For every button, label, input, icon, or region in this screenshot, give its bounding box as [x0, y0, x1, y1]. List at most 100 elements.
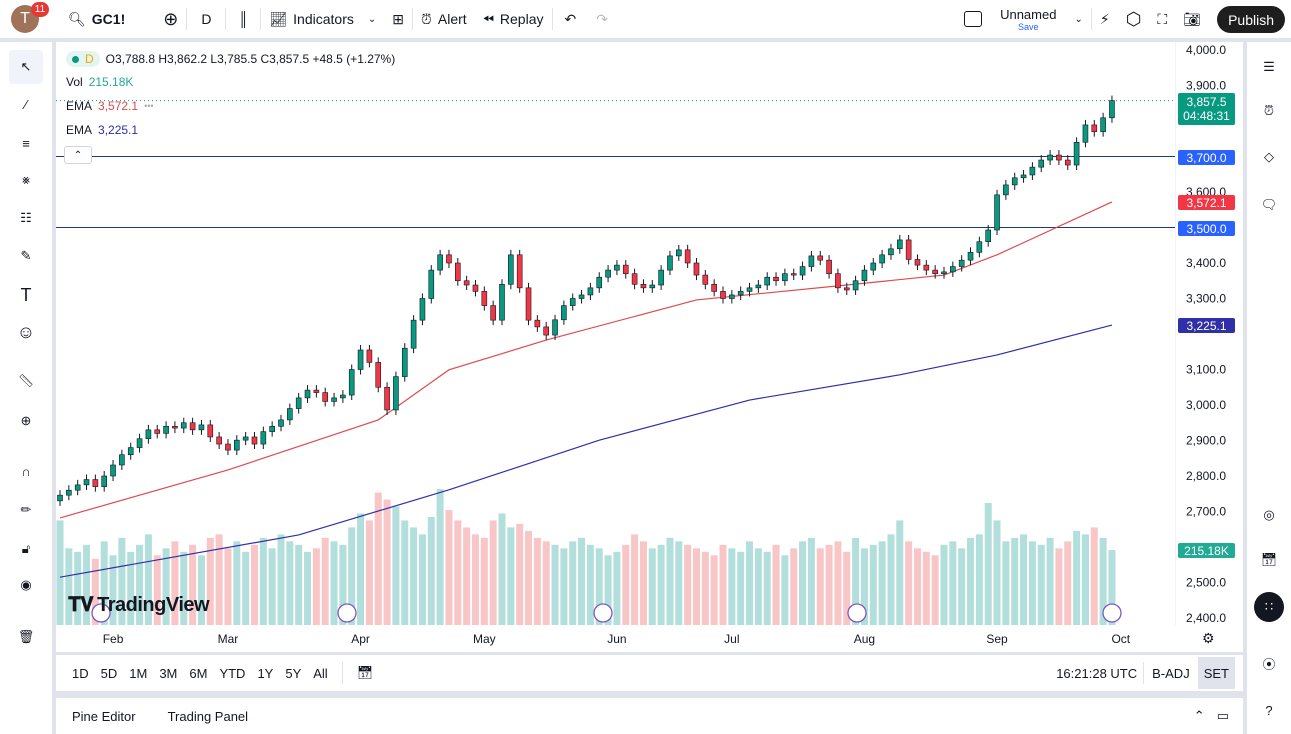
range-ytd[interactable]: YTD — [219, 665, 246, 681]
object-tree-button[interactable]: ◇ — [1256, 144, 1282, 170]
lock-drawings-tool[interactable]: 🔓︎ — [9, 532, 43, 566]
brush-tool[interactable]: ✎ — [9, 239, 43, 273]
layout-menu-button[interactable]: ⌄ — [1066, 0, 1090, 38]
top-toolbar: 🔍︎ GC1! ⊕ D ║ 📈︎ Indicators ⌄ ⊞ ⏰︎ Alert ⏪︎ R… — [0, 0, 1291, 38]
ideas-button[interactable]: ◎ — [1256, 502, 1282, 528]
undo-button[interactable]: ↶ — [553, 0, 589, 38]
volume-bar — [807, 537, 815, 625]
prediction-tool[interactable]: ☷ — [9, 201, 43, 235]
replay-button[interactable]: ⏪︎ Replay — [482, 10, 544, 28]
hide-drawings-tool[interactable]: ◉ — [9, 568, 43, 602]
volume-bar — [781, 555, 789, 625]
volume-legend[interactable]: Vol 215.18K — [66, 75, 134, 89]
icon-tool[interactable]: ☺ — [9, 315, 43, 349]
plus-circle-icon: ⊕ — [163, 8, 179, 29]
collapse-legend-button[interactable]: ⌃ — [64, 146, 92, 164]
tradingview-logo[interactable]: 𝐓𝐕 TradingView — [68, 594, 210, 616]
layout-name-button[interactable]: Unnamed Save — [1000, 6, 1057, 32]
hline-price-label[interactable]: 3,500.0 — [1178, 221, 1235, 236]
maximize-panel-button[interactable]: ▭ — [1211, 708, 1235, 724]
help-icon: ? — [1265, 702, 1273, 718]
volume-bar — [993, 520, 1001, 625]
volume-bar — [560, 548, 568, 625]
range-1d[interactable]: 1D — [72, 665, 89, 681]
volume-bar — [463, 527, 471, 625]
chats-button[interactable]: 🗨︎ — [1256, 192, 1282, 218]
stay-drawing-tool[interactable]: ✏ — [9, 493, 43, 527]
candle — [861, 269, 868, 282]
streams-button[interactable]: ⦿ — [1256, 650, 1282, 676]
volume-bar — [622, 544, 630, 625]
price-chart[interactable]: 4,000.03,900.03,600.03,400.03,300.03,100… — [56, 42, 1243, 652]
ema-legend-1[interactable]: EMA 3,572.1 ••• — [66, 99, 154, 113]
trend-line-tool[interactable]: ∕ — [9, 87, 43, 121]
timezone-button[interactable]: 16:21:28 UTC — [1056, 665, 1138, 681]
watchlist-button[interactable]: ☰ — [1256, 54, 1282, 80]
ema-legend-2[interactable]: EMA 3,225.1 — [66, 123, 139, 137]
candle — [251, 436, 258, 445]
chart-pane[interactable]: 4,000.0 3,900.0 3,600.0 3,400.0 3,300.0 3,100… — [56, 42, 1243, 652]
text-tool[interactable]: T — [9, 278, 43, 312]
range-1y[interactable]: 1Y — [257, 665, 274, 681]
y-tick-label: 2,700.0 — [1186, 505, 1226, 519]
drawing-toolbar: ↖ ∕ ≡ ⨳ ☷ ✎ T ☺ 📏︎ ⊕ ∩ ✏ 🔓︎ ◉ 🗑︎ — [0, 42, 52, 734]
volume-bar — [445, 509, 453, 625]
fib-tool[interactable]: ≡ — [9, 126, 43, 160]
alert-button[interactable]: ⏰︎ Alert — [420, 10, 467, 28]
broadcast-icon: ⦿ — [1262, 656, 1276, 672]
pattern-tool[interactable]: ⨳ — [9, 163, 43, 197]
settings-button[interactable]: ⬡ — [1118, 0, 1150, 38]
candle — [516, 254, 523, 289]
more-dots-icon[interactable]: ••• — [144, 101, 154, 111]
fullscreen-button[interactable]: ⛶ — [1149, 0, 1175, 38]
calendar-button[interactable]: 📅︎ — [1256, 547, 1282, 573]
remove-drawings-tool[interactable]: 🗑︎ — [9, 620, 43, 654]
range-3m[interactable]: 3M — [159, 665, 178, 681]
range-1m[interactable]: 1M — [129, 665, 148, 681]
expand-panel-button[interactable]: ⌃ — [1188, 708, 1211, 724]
chart-type-button[interactable]: ║ — [226, 0, 260, 38]
magnet-tool[interactable]: ∩ — [9, 454, 43, 488]
quick-search-button[interactable]: ⚡︎ — [1092, 0, 1118, 38]
volume-bar — [277, 534, 285, 625]
tab-pine-editor[interactable]: Pine Editor — [72, 708, 136, 724]
volume-bar — [1064, 541, 1072, 625]
hline-price-label[interactable]: 3,700.0 — [1178, 150, 1235, 165]
indicators-button[interactable]: 📈︎ Indicators ⌄ — [269, 10, 377, 28]
volume-bar — [136, 544, 144, 625]
candle — [1020, 174, 1027, 179]
volume-bar — [410, 527, 418, 625]
tab-trading-panel[interactable]: Trading Panel — [167, 708, 249, 724]
go-to-date-button[interactable]: 📅︎ — [351, 665, 380, 681]
range-all[interactable]: All — [313, 665, 328, 681]
candle — [658, 269, 664, 286]
adjustment-button[interactable]: B-ADJ — [1152, 665, 1190, 681]
volume-bar — [887, 534, 895, 625]
layout-toggle-button[interactable] — [956, 0, 990, 38]
volume-bar — [578, 537, 586, 625]
axis-settings-button[interactable]: ⚙ — [1202, 630, 1215, 647]
range-5y[interactable]: 5Y — [285, 665, 302, 681]
help-button[interactable]: ? — [1256, 697, 1282, 723]
candle — [764, 276, 771, 286]
interval-button[interactable]: D — [201, 11, 212, 27]
candle — [216, 436, 222, 445]
volume-bar — [215, 534, 223, 625]
alerts-button[interactable]: ⏰︎ — [1256, 98, 1282, 124]
volume-bar — [1090, 527, 1098, 625]
symbol-search-button[interactable]: 🔍︎ GC1! — [68, 10, 126, 28]
candle — [605, 269, 611, 278]
redo-button[interactable]: ↷ — [588, 0, 616, 38]
range-5d[interactable]: 5D — [100, 665, 118, 681]
cursor-tool[interactable]: ↖ — [9, 50, 43, 84]
publish-button[interactable]: Publish — [1217, 6, 1285, 33]
volume-bar — [242, 551, 250, 625]
measure-tool[interactable]: 📏︎ — [9, 364, 43, 398]
products-button[interactable]: ∷ — [1254, 592, 1284, 622]
compare-symbol-button[interactable]: ⊕ — [155, 0, 186, 38]
snapshot-button[interactable]: 📷︎ — [1175, 0, 1209, 38]
range-6m[interactable]: 6M — [189, 665, 208, 681]
session-button[interactable]: SET — [1197, 657, 1235, 689]
zoom-tool[interactable]: ⊕ — [9, 404, 43, 438]
layouts-button[interactable]: ⊞ — [384, 0, 412, 38]
